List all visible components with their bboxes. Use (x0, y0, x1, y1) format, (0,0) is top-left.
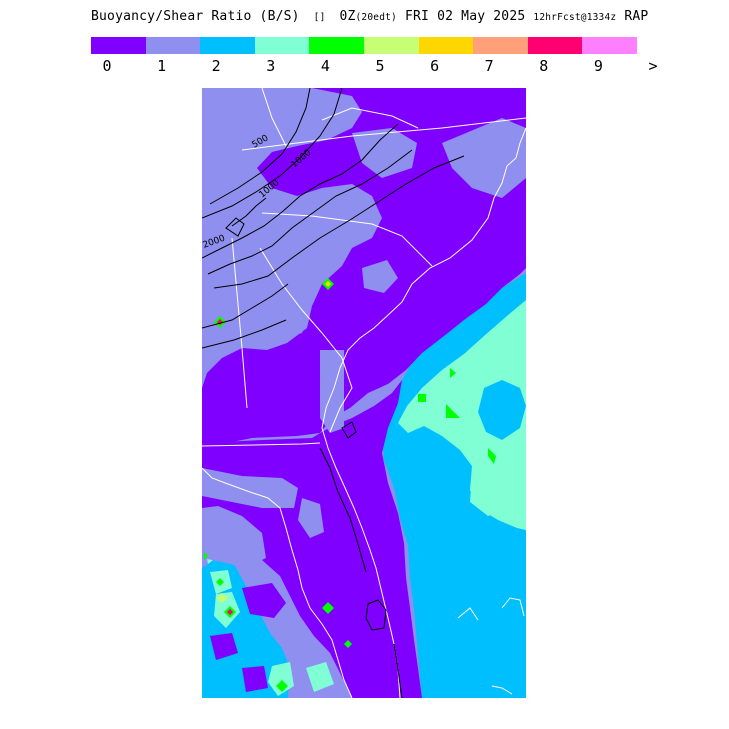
storm-cells (204, 278, 496, 692)
bahamas-coast-c (491, 685, 513, 695)
legend-swatch-1 (145, 37, 201, 54)
color-legend-bar (91, 37, 637, 54)
land-patch-cat1-g (202, 228, 262, 283)
atlantic-coastline (321, 127, 526, 698)
title-valid: 0Z (339, 9, 356, 24)
legend-label-4: 4 (320, 57, 330, 75)
legend-swatch-2 (200, 37, 255, 54)
legend-label-6: 6 (430, 57, 440, 75)
legend-swatch-7 (473, 37, 528, 54)
storm-cell-f (488, 448, 496, 464)
title-valid-note: (20edt) (355, 12, 397, 23)
legend-swatch-5 (363, 37, 419, 54)
legend-label-2: 2 (211, 57, 221, 75)
state-border-ga-fl (202, 442, 321, 447)
cape-contours (202, 88, 465, 698)
land-patch-cat1-j (290, 206, 326, 236)
state-border-tn (261, 88, 288, 149)
ocean-blob-cat2-inner (478, 380, 526, 440)
contour-500-b (209, 88, 311, 205)
land-patch-cat1-f (352, 128, 417, 178)
gulf-patch-cat3-e (306, 662, 334, 692)
storm-cell-h (216, 593, 228, 603)
legend-label-1: 1 (157, 57, 167, 75)
contour-500-c (231, 197, 267, 227)
legend-label-7: 7 (484, 57, 494, 75)
gulf-patch-cat3-d (268, 662, 294, 696)
gulf-patch-cat0-b (210, 633, 238, 660)
legend-label-9: 9 (593, 57, 603, 75)
legend-label-8: 8 (539, 57, 549, 75)
bahamas-coast-b (457, 607, 479, 621)
chart-title: Buoyancy/Shear Ratio (B/S) [] 0Z(20edt) … (91, 9, 648, 27)
contour-1000-a (207, 149, 413, 275)
contour-1000-b (213, 155, 465, 289)
storm-cell-k (344, 640, 352, 648)
state-border-ga-al (231, 237, 248, 409)
state-border-ga-sc (259, 247, 353, 433)
legend-swatch-9 (582, 37, 637, 54)
ocean-blob-cat3-south (470, 468, 512, 516)
bahamas-coast-a (501, 597, 525, 617)
legend-label-3: 3 (266, 57, 276, 75)
land-patch-cat1-e (442, 118, 526, 198)
legend-label-5: 5 (375, 57, 385, 75)
contour-ga-1 (202, 283, 289, 329)
color-legend-labels: 0 1 2 3 4 5 6 7 8 9 > (91, 57, 657, 77)
land-patch-cat1-d (298, 498, 324, 538)
gulf-region-cat2 (202, 556, 290, 698)
legend-swatch-0 (91, 37, 146, 54)
title-product: Buoyancy/Shear Ratio (B/S) (91, 9, 300, 24)
storm-cell-g-core (227, 609, 233, 615)
storm-cell-e (446, 404, 460, 418)
land-patch-cat1-b (202, 468, 298, 508)
legend-swatch-8 (527, 37, 583, 54)
contour-loop-florida (365, 599, 387, 631)
title-model: RAP (624, 9, 649, 24)
storm-cell-j (322, 602, 334, 614)
contour-loop-b (341, 421, 357, 439)
land-patch-cat1-h (252, 283, 312, 340)
map-svg: 2000 1000 1000 500 (202, 88, 526, 698)
land-patch-cat1-i (362, 260, 398, 293)
title-forecast: 12hrFcst@1334z (533, 12, 617, 23)
gulf-patch-cat0-a (242, 583, 286, 618)
land-region-cat0-south (202, 380, 422, 698)
legend-label-0: 0 (102, 57, 112, 75)
storm-cell-a-core (325, 281, 331, 287)
contour-ga-2 (202, 319, 287, 349)
legend-swatch-6 (418, 37, 474, 54)
state-border-nc-sc (261, 212, 433, 267)
contour-coast-line (319, 447, 367, 573)
weather-map: 2000 1000 1000 500 (202, 88, 526, 698)
storm-cell-c (450, 368, 456, 378)
land-patch-cat1-c (202, 506, 266, 568)
contour-loop-a (225, 217, 245, 237)
title-box-glyph: [] (307, 12, 332, 23)
gulf-patch-cat0-c (242, 666, 268, 692)
legend-label-10: > (648, 57, 658, 75)
legend-swatch-3 (254, 37, 310, 54)
storm-cell-d (418, 394, 426, 402)
state-border-va-nc (241, 117, 526, 151)
legend-swatch-4 (309, 37, 364, 54)
gulf-coastline (202, 467, 353, 698)
storm-cell-l (276, 680, 288, 692)
contour-500-a (202, 88, 343, 219)
storm-cell-i (216, 578, 224, 586)
chesapeake-coast (321, 107, 419, 129)
storm-cell-m (204, 552, 208, 560)
contour-south-fl (393, 643, 403, 698)
title-date: FRI 02 May 2025 (404, 9, 526, 24)
political-boundaries (202, 88, 526, 698)
contour-2000 (202, 123, 399, 259)
